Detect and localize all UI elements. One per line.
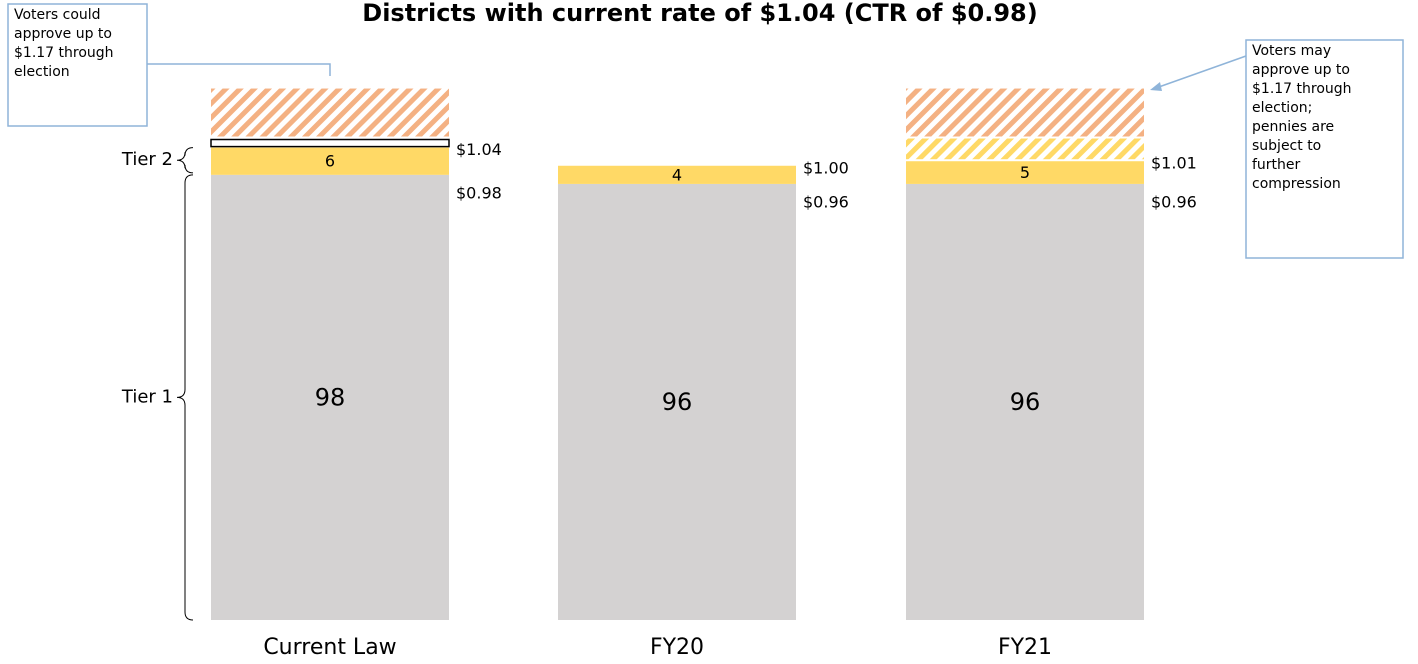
bar-segment (906, 88, 1144, 137)
callout-text: further (1252, 157, 1301, 173)
arrow-head (1150, 82, 1162, 91)
callout-text: approve up to (1252, 62, 1350, 78)
bar-segment (906, 138, 1144, 160)
rate-label: $1.01 (1151, 154, 1197, 173)
rate-label: $1.00 (803, 158, 849, 177)
callout-line (147, 63, 331, 76)
rate-label: $0.96 (1151, 192, 1197, 211)
bar-segment (558, 183, 796, 621)
callout-text: approve up to (14, 26, 112, 42)
callout-box (7, 3, 148, 127)
bar-segment (211, 147, 449, 175)
callout-text: Voters may (1252, 43, 1331, 59)
bar-segment (906, 183, 1144, 621)
bracket (176, 147, 194, 174)
callout-text: $1.17 through (1252, 81, 1352, 97)
value-label: 6 (325, 152, 335, 171)
callout-text: pennies are (1252, 119, 1334, 135)
value-label: 96 (1010, 388, 1041, 416)
x-tick-label: Current Law (263, 635, 396, 660)
rate-label: $0.96 (803, 192, 849, 211)
callout-text: subject to (1252, 138, 1321, 154)
callout-box (1245, 39, 1404, 259)
bar-segment (211, 88, 449, 137)
value-label: 96 (662, 388, 693, 416)
value-label: 98 (315, 383, 346, 411)
bar-segment (906, 161, 1144, 184)
rate-label: $1.04 (456, 140, 502, 159)
bar-segment (558, 165, 796, 184)
value-label: 5 (1020, 163, 1030, 182)
callout-text: election (14, 64, 70, 80)
bar-segment (211, 174, 449, 620)
x-tick-label: FY21 (998, 635, 1052, 660)
rate-label: $0.98 (456, 183, 502, 202)
bracket-label: Tier 2 (121, 149, 173, 170)
callout-text: $1.17 through (14, 45, 114, 61)
bar-segment (210, 138, 450, 148)
callout-text: Voters could (14, 7, 101, 23)
bracket-label: Tier 1 (121, 386, 173, 407)
callout-text: compression (1252, 176, 1341, 192)
chart-title: Districts with current rate of $1.04 (CT… (362, 0, 1037, 27)
callout-text: election; (1252, 100, 1312, 116)
x-tick-label: FY20 (650, 635, 704, 660)
bracket (176, 174, 194, 621)
value-label: 4 (672, 165, 682, 184)
callout-arrow (1155, 55, 1247, 89)
